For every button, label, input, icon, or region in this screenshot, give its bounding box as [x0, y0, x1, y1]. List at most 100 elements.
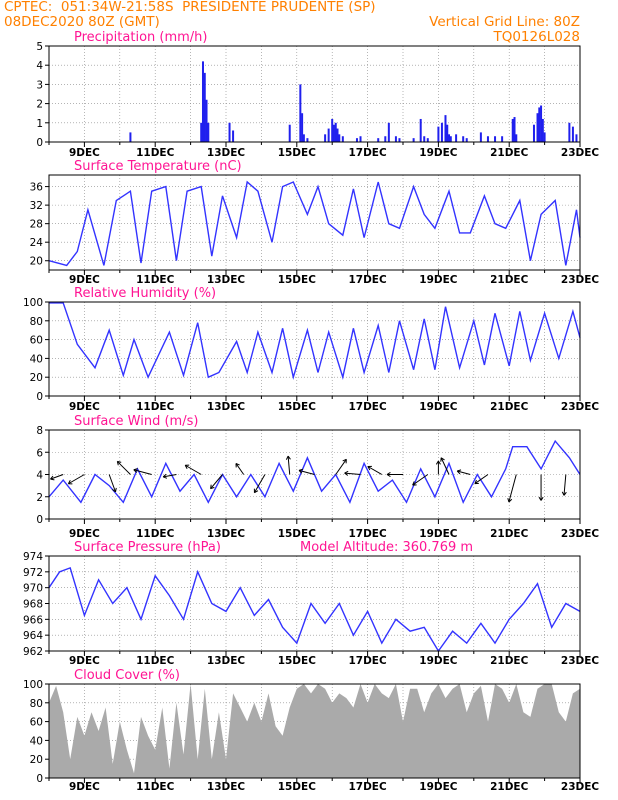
precip-bar — [541, 118, 544, 142]
x-tick-label: 21DEC — [490, 655, 529, 667]
model-id: TQ0126L028 — [493, 29, 580, 45]
y-tick-label: 40 — [30, 353, 43, 365]
x-tick-label: 21DEC — [490, 528, 529, 540]
wind-arrow-head — [344, 470, 349, 476]
wind-arrow-shaft — [108, 474, 116, 493]
precip-bar — [494, 136, 497, 142]
x-tick-label: 13DEC — [207, 655, 246, 667]
x-tick-label: 19DEC — [419, 401, 458, 413]
x-tick-label: 9DEC — [69, 528, 100, 540]
precip-bar — [571, 126, 574, 142]
precip-bar — [394, 136, 397, 142]
x-tick-label: 13DEC — [207, 528, 246, 540]
wind-arrow-head — [184, 464, 190, 469]
wind-arrow-shaft — [367, 466, 383, 475]
precip-bar — [448, 134, 451, 142]
panel-0 — [45, 45, 581, 147]
wind-arrow-head — [342, 458, 347, 464]
precip-bar — [341, 136, 344, 142]
precip-bar — [331, 118, 334, 142]
x-tick-label: 9DEC — [69, 655, 100, 667]
x-tick-label: 17DEC — [348, 781, 387, 793]
y-tick-label: 972 — [23, 567, 43, 579]
x-tick-label: 11DEC — [136, 655, 175, 667]
y-tick-label: 974 — [23, 551, 43, 563]
x-tick-label: 11DEC — [136, 147, 175, 159]
x-tick-label: 21DEC — [490, 401, 529, 413]
wind-arrow-head — [367, 465, 372, 471]
precip-bar — [228, 122, 231, 142]
wind-arrow-head — [386, 472, 391, 477]
panel-title: Surface Wind (m/s) — [74, 414, 198, 429]
precip-bar — [398, 138, 401, 142]
series-line — [48, 439, 581, 505]
precip-bar — [299, 84, 302, 142]
wind-arrow-shaft — [335, 459, 347, 475]
wind-arrow-shaft — [287, 456, 291, 475]
panel-title: Surface Temperature (nC) — [74, 159, 242, 174]
x-tick-label: 23DEC — [561, 655, 600, 667]
x-tick-label: 19DEC — [419, 781, 458, 793]
precip-bar — [501, 136, 504, 142]
y-tick-label: 962 — [23, 646, 43, 658]
wind-arrow-head — [507, 498, 513, 503]
panel-title: Precipitation (mm/h) — [74, 30, 207, 45]
precip-bar — [575, 134, 578, 142]
run-date: 08DEC2020 80Z (GMT) — [4, 14, 160, 30]
x-tick-label: 13DEC — [207, 274, 246, 286]
panel-frame — [48, 45, 581, 143]
precip-bar — [538, 107, 541, 142]
precip-bar — [324, 134, 327, 142]
y-tick-label: 2 — [36, 99, 43, 111]
x-tick-label: 23DEC — [561, 147, 600, 159]
y-tick-label: 28 — [30, 219, 43, 231]
precip-bar — [511, 118, 514, 142]
wind-arrow-head — [285, 455, 291, 460]
y-tick-label: 20 — [30, 372, 43, 384]
wind-arrow-shaft — [457, 470, 471, 475]
x-tick-label: 21DEC — [490, 147, 529, 159]
y-tick-label: 32 — [30, 200, 43, 212]
precip-bar — [440, 122, 443, 142]
wind-arrow-head — [210, 484, 215, 490]
precip-bar — [332, 124, 335, 142]
x-tick-label: 13DEC — [207, 781, 246, 793]
wind-arrow-shaft — [412, 474, 429, 486]
panel-frame — [48, 555, 581, 652]
precip-bar — [201, 61, 204, 142]
wind-arrow-shaft — [50, 474, 64, 480]
x-tick-label: 11DEC — [136, 528, 175, 540]
panel-4 — [45, 555, 581, 656]
x-tick-label: 19DEC — [419, 655, 458, 667]
precip-bar — [426, 138, 429, 142]
x-tick-label: 19DEC — [419, 147, 458, 159]
precip-bar — [446, 124, 449, 142]
x-tick-label: 17DEC — [348, 655, 387, 667]
x-tick-label: 17DEC — [348, 528, 387, 540]
precip-bar — [387, 122, 390, 142]
panel-title: Relative Humidity (%) — [74, 286, 216, 301]
y-tick-label: 1 — [36, 118, 43, 130]
wind-arrow-head — [116, 460, 122, 466]
precip-bar — [540, 105, 543, 142]
cloud-cover-area — [49, 684, 580, 778]
precip-bar — [515, 134, 518, 142]
precip-bar — [355, 138, 358, 142]
x-tick-label: 17DEC — [348, 147, 387, 159]
x-tick-label: 9DEC — [69, 401, 100, 413]
panel-title: Surface Pressure (hPa) — [74, 540, 221, 555]
wind-arrow-head — [235, 462, 240, 468]
series-line — [48, 180, 581, 267]
precip-bar — [513, 117, 516, 142]
x-tick-label: 15DEC — [278, 274, 317, 286]
precip-bar — [338, 134, 341, 142]
y-tick-label: 60 — [30, 717, 43, 729]
wind-arrow-head — [50, 475, 55, 481]
precip-bar — [306, 138, 309, 142]
precip-bar — [462, 136, 465, 142]
x-tick-label: 15DEC — [278, 781, 317, 793]
precip-bar — [412, 138, 415, 142]
precip-bar — [207, 122, 210, 142]
wind-arrow-shaft — [116, 461, 131, 475]
